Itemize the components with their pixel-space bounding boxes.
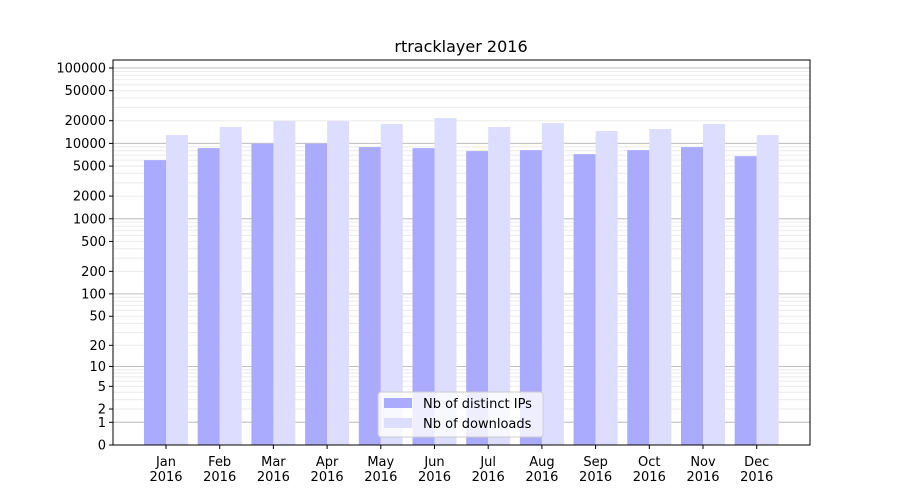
legend: Nb of distinct IPs Nb of downloads: [377, 391, 544, 438]
x-tick-label: Dec 2016: [740, 455, 773, 485]
bar-downloads: [488, 126, 511, 445]
bar-distinct-ips: [412, 148, 435, 445]
legend-swatch: [384, 418, 412, 428]
bar-downloads: [595, 131, 618, 445]
bar-distinct-ips: [144, 160, 166, 445]
x-tick-label: Aug 2016: [525, 455, 558, 485]
x-tick-label: Oct 2016: [633, 455, 666, 485]
x-tick-label: May 2016: [364, 455, 397, 485]
plot-frame: [112, 59, 811, 446]
bar-downloads: [756, 135, 779, 445]
bar-distinct-ips: [466, 151, 489, 445]
chart-title: rtracklayer 2016: [394, 37, 527, 56]
y-tick-label: 2: [98, 403, 106, 418]
bar-distinct-ips: [197, 148, 220, 445]
legend-label: Nb of downloads: [423, 417, 532, 432]
y-tick-label: 50000: [65, 84, 106, 99]
y-tick-label: 5: [98, 380, 106, 395]
bar-distinct-ips: [573, 154, 596, 445]
bar-downloads: [703, 123, 725, 445]
y-tick-label: 100000: [56, 61, 106, 76]
legend-label: Nb of distinct IPs: [423, 397, 532, 412]
x-tick-label: Jan 2016: [149, 455, 182, 485]
bar-distinct-ips: [519, 150, 542, 446]
bar-downloads: [434, 118, 457, 446]
bar-distinct-ips: [251, 143, 274, 445]
y-tick-label: 1000: [73, 212, 106, 227]
x-tick-label: Sep 2016: [579, 455, 612, 485]
bar-distinct-ips: [734, 156, 757, 446]
bars: [144, 118, 779, 446]
y-tick-label: 2000: [73, 190, 106, 205]
y-tick-label: 50: [89, 310, 106, 325]
y-tick-label: 20: [89, 339, 106, 354]
x-tick-label: Apr 2016: [311, 455, 344, 485]
bar-distinct-ips: [681, 147, 703, 446]
x-tick-label: Nov 2016: [686, 455, 719, 485]
bar-downloads: [219, 126, 242, 445]
legend-swatch: [384, 398, 412, 408]
bar-downloads: [380, 123, 403, 445]
x-axis: Jan 2016 Feb 2016 Mar 2016 Apr 2016 May 2016 Jun 20…: [149, 445, 773, 485]
x-tick-label: Feb 2016: [203, 455, 236, 485]
x-tick-label: Mar 2016: [257, 455, 290, 485]
y-tick-label: 200: [81, 265, 106, 280]
x-tick-label: Jun 2016: [418, 455, 451, 485]
bar-downloads: [166, 135, 188, 445]
bar-downloads: [649, 129, 672, 445]
bar-distinct-ips: [305, 143, 328, 445]
y-tick-label: 10000: [65, 137, 106, 152]
y-tick-label: 0: [98, 439, 106, 454]
x-tick-label: Jul 2016: [472, 455, 505, 485]
y-tick-label: 10: [89, 360, 106, 375]
bar-downloads: [541, 122, 564, 445]
y-tick-label: 5000: [73, 160, 106, 175]
legend-box: [377, 391, 544, 438]
y-axis: 0 12 5 10 20 50 100 200 500 1000 2000 5000 10000 2000…: [56, 61, 113, 454]
bar-downloads: [327, 121, 350, 446]
bar-distinct-ips: [358, 147, 381, 446]
bar-distinct-ips: [627, 150, 650, 446]
y-tick-label: 500: [81, 235, 106, 250]
bar-downloads: [273, 121, 296, 446]
y-tick-label: 100: [81, 287, 106, 302]
y-tick-label: 20000: [65, 114, 106, 129]
y-tick-label: 1: [98, 416, 106, 431]
